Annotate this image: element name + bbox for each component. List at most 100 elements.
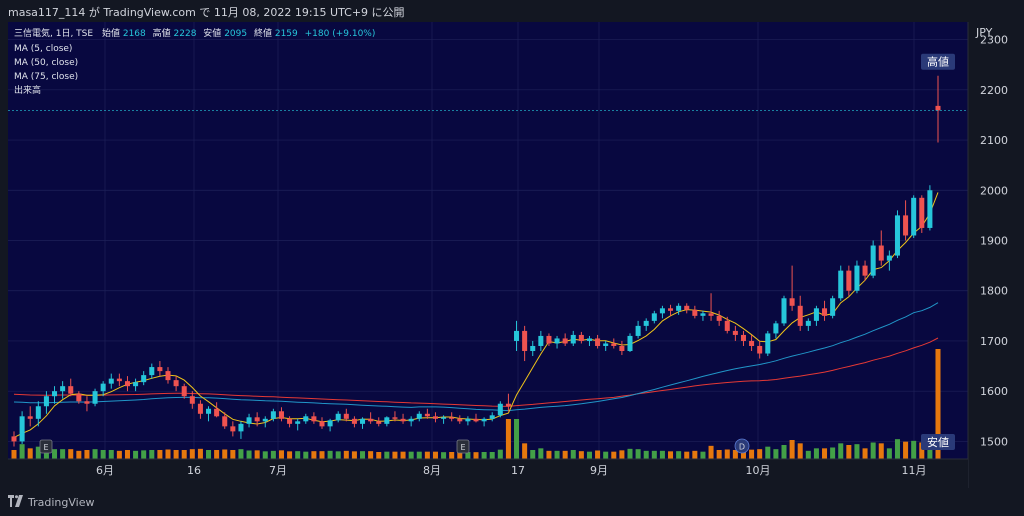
candle <box>60 381 66 399</box>
volume-bar <box>854 444 860 459</box>
volume-bar <box>416 451 422 459</box>
volume-bar <box>197 448 203 459</box>
candle <box>878 230 884 266</box>
time-tick-labels: 6月 16 7月 8月 17 9月 10月 11月 <box>96 464 927 477</box>
currency-label: JPY <box>975 26 993 39</box>
candle <box>676 303 682 315</box>
price-tick-labels: 1500 1600 1700 1800 1900 2000 2100 2200 2300 <box>980 34 1008 449</box>
candle <box>822 300 828 321</box>
open-value: 2168 <box>123 29 146 39</box>
volume-bar <box>108 450 114 459</box>
volume-bar <box>651 450 657 459</box>
candle <box>238 421 244 439</box>
candle <box>222 412 228 429</box>
candle <box>781 295 787 326</box>
price-tick-label: 1800 <box>980 285 1008 298</box>
volume-bar <box>92 449 98 459</box>
volume-bar <box>262 451 268 459</box>
volume-bar <box>700 451 706 459</box>
volume-bar <box>692 450 698 459</box>
price-axis[interactable] <box>968 22 1016 488</box>
legend-ma50[interactable]: MA (50, close) <box>14 58 78 68</box>
candle <box>651 310 657 324</box>
candle <box>68 378 74 397</box>
volume-bar <box>724 449 730 459</box>
candle <box>278 407 284 422</box>
price-tick-label: 2000 <box>980 184 1008 197</box>
candle <box>732 325 738 341</box>
volume-bar <box>570 450 576 459</box>
candle <box>295 418 301 431</box>
volume-bar <box>278 450 284 459</box>
legend-ma75[interactable]: MA (75, close) <box>14 72 78 82</box>
candle <box>465 416 471 426</box>
volume-bar <box>911 440 917 459</box>
candle <box>497 401 503 418</box>
candle <box>376 417 382 427</box>
candle <box>830 295 836 319</box>
time-tick-label: 8月 <box>423 464 441 477</box>
volume-bar <box>668 451 674 459</box>
volume-bar <box>327 450 333 459</box>
candle <box>441 415 447 424</box>
volume-bar <box>886 448 892 459</box>
legend-ma5[interactable]: MA (5, close) <box>14 44 72 54</box>
candle <box>530 340 536 357</box>
volume-bars <box>11 349 941 459</box>
volume-bar <box>473 452 479 459</box>
chart-area[interactable]: 三信電気, 1日, TSE 始値 2168 高値 2228 安値 2095 終値… <box>8 22 1016 488</box>
candle <box>100 381 106 397</box>
volume-bar <box>181 450 187 459</box>
volume-bar <box>449 452 455 459</box>
earnings-marker-1-label: E <box>43 443 48 452</box>
candle <box>457 415 463 424</box>
candle <box>303 413 309 424</box>
publish-caption: masa117_114 が TradingView.com で 11月 08, … <box>8 6 405 19</box>
volume-bar <box>643 450 649 459</box>
candle <box>668 304 674 316</box>
volume-bar <box>287 451 293 459</box>
volume-bar <box>627 448 633 459</box>
low-price-badge: 安値 <box>921 434 955 450</box>
volume-bar <box>846 445 852 459</box>
candle <box>481 417 487 427</box>
candlestick-chart[interactable]: 三信電気, 1日, TSE 始値 2168 高値 2228 安値 2095 終値… <box>8 22 1016 488</box>
volume-bar <box>173 450 179 459</box>
volume-bar <box>311 451 317 459</box>
candle <box>789 265 795 311</box>
tradingview-logo-icon[interactable] <box>8 495 24 507</box>
tradingview-brand[interactable]: TradingView <box>28 496 95 509</box>
low-label: 安値 <box>203 27 221 39</box>
legend-volume[interactable]: 出来高 <box>14 84 41 96</box>
candle <box>911 195 917 238</box>
candle <box>400 413 406 424</box>
candle <box>522 325 528 362</box>
candle <box>368 412 374 424</box>
candle <box>165 367 171 384</box>
candle <box>692 305 698 319</box>
volume-bar <box>935 349 941 459</box>
close-label: 終値 <box>254 27 272 39</box>
volume-bar <box>870 442 876 459</box>
dividend-marker[interactable]: D <box>734 438 750 454</box>
candle <box>214 402 220 418</box>
volume-bar <box>562 450 568 459</box>
candle <box>311 412 317 424</box>
candle <box>432 412 438 423</box>
candle <box>562 333 568 346</box>
volume-bar <box>530 450 536 459</box>
candle <box>546 333 552 346</box>
volume-bar <box>270 450 276 459</box>
candle <box>489 412 495 422</box>
publish-caption-bar: masa117_114 が TradingView.com で 11月 08, … <box>0 0 1024 22</box>
time-axis[interactable] <box>8 459 968 488</box>
candle <box>181 383 187 399</box>
high-label: 高値 <box>153 27 171 39</box>
volume-bar <box>60 449 66 459</box>
candle <box>270 408 276 422</box>
volume-bar <box>157 450 163 459</box>
candle <box>684 303 690 314</box>
earnings-marker-1[interactable]: E <box>39 439 53 454</box>
candle <box>838 265 844 301</box>
earnings-marker-2[interactable]: E <box>456 439 470 454</box>
